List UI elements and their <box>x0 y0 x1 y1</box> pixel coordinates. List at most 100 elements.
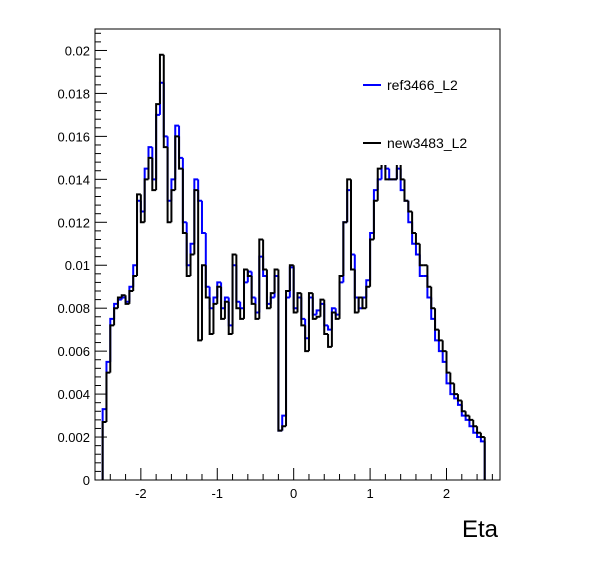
histogram-bin <box>189 253 195 276</box>
histogram-bin <box>468 419 474 428</box>
histogram-bin <box>437 340 443 353</box>
histogram-bin <box>479 437 485 443</box>
histogram-bin <box>239 301 245 310</box>
histogram-bin <box>464 415 470 421</box>
legend-label-ref: ref3466_L2 <box>387 77 458 93</box>
histogram-bin <box>216 285 222 304</box>
histogram-bin <box>105 371 111 423</box>
histogram-bin <box>181 168 187 235</box>
histogram-bin <box>292 265 298 314</box>
histogram-bin <box>200 264 206 341</box>
y-tick-label: 0.012 <box>57 215 90 230</box>
histogram-bin <box>158 53 164 105</box>
histogram-bin <box>430 286 436 310</box>
histogram-bin <box>449 372 455 385</box>
histogram-bin <box>407 200 413 213</box>
histogram-bin <box>235 254 241 310</box>
histogram-bin <box>411 211 416 235</box>
histogram-bin <box>334 312 340 320</box>
histogram-bin <box>116 296 122 309</box>
x-tick-label: 2 <box>443 486 450 501</box>
histogram-bin <box>449 383 455 396</box>
x-tick-label: 0 <box>290 486 297 501</box>
histogram-bin <box>437 329 443 342</box>
histogram-bin <box>250 275 256 305</box>
histogram-bin <box>476 426 481 434</box>
histogram-bin <box>269 292 275 309</box>
histogram-bin <box>239 308 245 320</box>
histogram-bin <box>338 274 344 319</box>
histogram-bin <box>414 243 420 256</box>
histogram-bin <box>265 269 271 310</box>
histogram-bin <box>212 302 218 334</box>
histogram-bin <box>319 298 325 317</box>
histogram-bin <box>128 290 134 304</box>
histogram-bin <box>418 243 424 267</box>
histogram-bin <box>361 297 367 310</box>
plot-frame <box>94 28 501 481</box>
histogram-bin <box>220 286 225 320</box>
histogram-bin <box>460 400 466 413</box>
histogram-bin <box>185 233 191 277</box>
histogram-bin <box>414 233 420 245</box>
histogram-bin <box>349 179 355 271</box>
histogram-bin <box>178 136 183 170</box>
y-tick-label: 0 <box>83 473 90 488</box>
histogram-bin <box>472 426 478 434</box>
histogram-bin <box>353 269 359 314</box>
histogram-bin <box>174 135 180 191</box>
histogram-bin <box>372 199 378 240</box>
y-tick-label: 0.004 <box>57 387 90 402</box>
histogram-bin <box>472 419 478 428</box>
histogram-bin <box>254 303 260 320</box>
histogram-bin <box>136 193 141 276</box>
histogram-bin <box>307 292 313 352</box>
histogram-bin <box>342 221 348 276</box>
histogram-bin <box>441 340 447 353</box>
histogram-bin <box>231 253 237 334</box>
histogram-bin <box>403 179 409 202</box>
histogram-bin <box>376 167 382 201</box>
histogram-bin <box>277 269 283 432</box>
histogram-bin <box>101 421 107 480</box>
histogram-bin <box>330 311 336 347</box>
y-tick-label: 0.006 <box>57 344 90 359</box>
histogram-bin <box>109 324 115 373</box>
histogram-bin <box>476 432 481 439</box>
histogram-bin <box>143 178 149 223</box>
y-tick-label: 0.018 <box>57 86 90 101</box>
histogram-bin <box>208 297 214 335</box>
histogram-bin <box>151 157 157 192</box>
histogram-bin <box>170 189 176 223</box>
x-tick-label: 1 <box>366 486 373 501</box>
histogram-bin <box>227 301 233 335</box>
histogram-bin <box>273 268 279 294</box>
histogram-bin <box>327 325 332 331</box>
histogram-bin <box>288 264 294 292</box>
legend-box <box>358 47 500 165</box>
histogram-bin <box>327 333 332 348</box>
histogram-bin <box>124 295 130 305</box>
histogram-bin <box>113 307 118 326</box>
histogram-bin <box>197 190 202 342</box>
histogram-bin <box>323 299 329 335</box>
histogram-bin <box>453 394 458 400</box>
histogram-bin <box>441 351 447 363</box>
histogram-bin <box>296 292 302 313</box>
histogram-bin <box>434 308 439 331</box>
x-axis-title: Eta <box>462 516 499 543</box>
y-tick-label: 0.008 <box>57 301 90 316</box>
histogram-bin <box>147 156 153 180</box>
legend-label-new: new3483_L2 <box>387 135 467 151</box>
histogram-bin <box>369 238 374 287</box>
histogram-bin <box>162 54 168 149</box>
histogram-bin <box>155 103 160 191</box>
histogram-bin <box>193 189 199 255</box>
histogram-bin <box>456 394 462 402</box>
histogram-bin <box>246 269 252 277</box>
histogram-bin <box>357 296 363 313</box>
histogram-bin <box>365 285 371 309</box>
y-tick-label: 0.014 <box>57 172 90 187</box>
histogram-bin <box>311 293 317 320</box>
